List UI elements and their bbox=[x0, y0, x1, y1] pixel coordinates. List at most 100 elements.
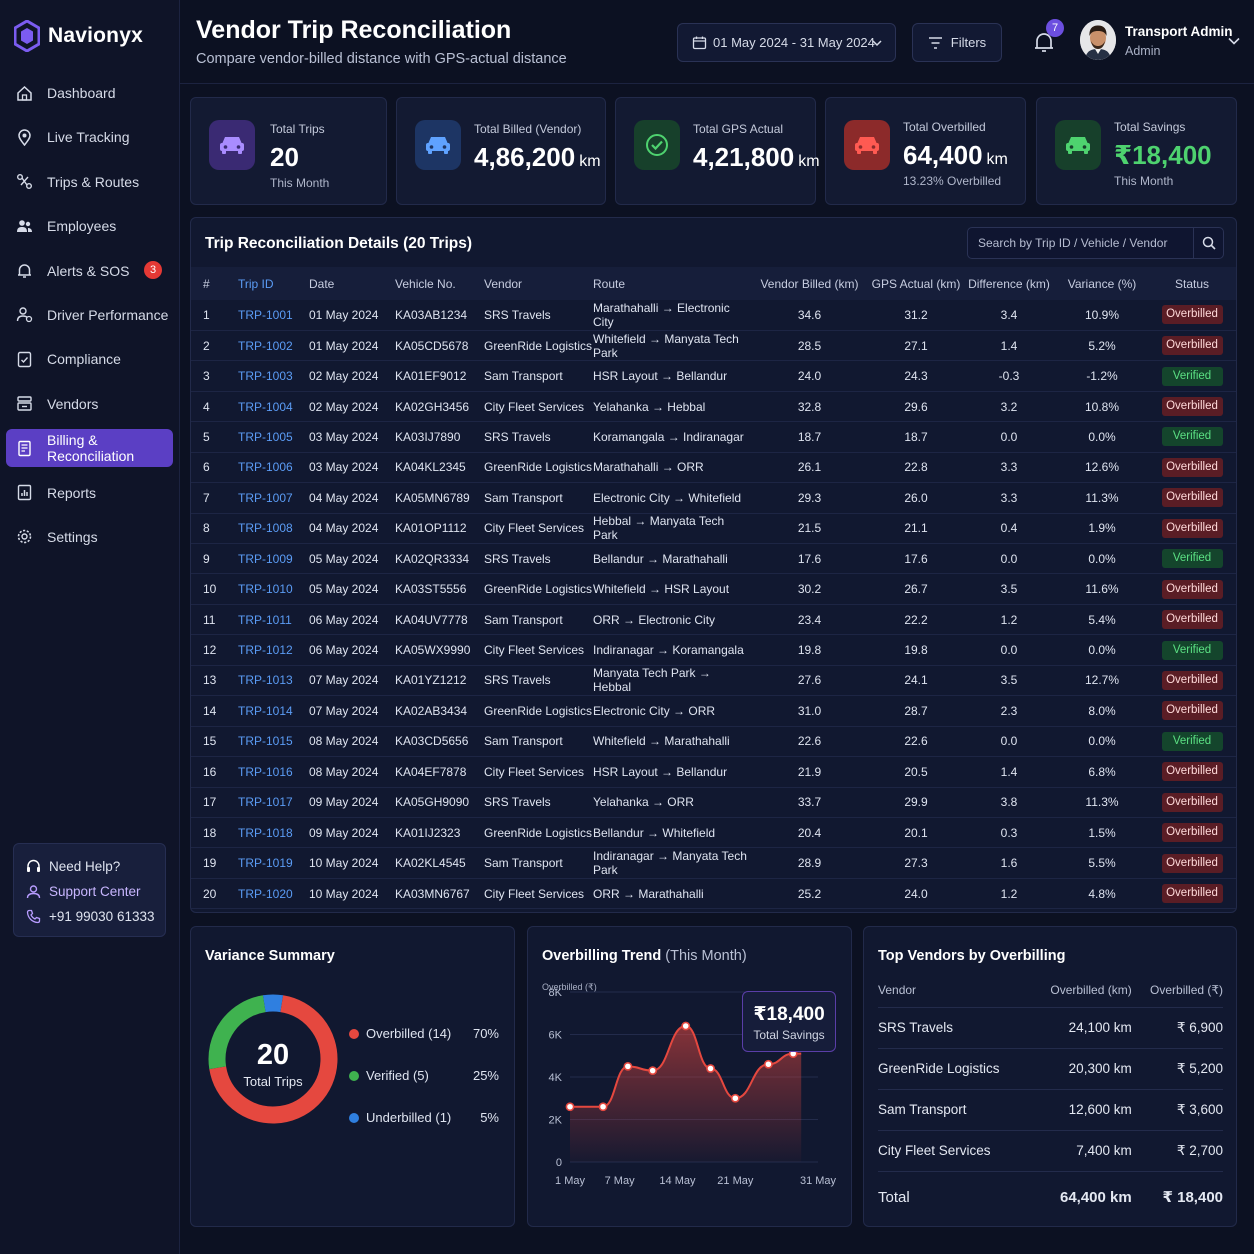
trip-date: 04 May 2024 bbox=[309, 513, 395, 545]
sidebar-item-billing-reconciliation[interactable]: Billing & Reconciliation bbox=[6, 429, 173, 468]
table-row[interactable]: 14 TRP-1014 07 May 2024 KA02AB3434 GreenRide… bbox=[191, 695, 1236, 727]
donut-segment-overbilled[interactable] bbox=[209, 995, 338, 1124]
table-row[interactable]: 8 TRP-1008 04 May 2024 KA01OP1112 City Fleet… bbox=[191, 513, 1236, 545]
table-row[interactable]: 20 TRP-1020 10 May 2024 KA03MN6767 City Flee… bbox=[191, 878, 1236, 910]
trip-date: 09 May 2024 bbox=[309, 787, 395, 818]
chevron-down-icon[interactable] bbox=[1227, 35, 1241, 47]
help-phone-row[interactable]: +91 99030 61333 bbox=[26, 904, 165, 929]
table-row[interactable]: 17 TRP-1017 09 May 2024 KA05GH9090 SRS Trave… bbox=[191, 787, 1236, 818]
sidebar-item-reports[interactable]: Reports bbox=[6, 474, 173, 512]
row-number: 6 bbox=[191, 452, 238, 484]
column-header[interactable]: Trip ID bbox=[238, 267, 309, 300]
sidebar-item-employees[interactable]: Employees bbox=[6, 207, 173, 245]
table-row[interactable]: 13 TRP-1013 07 May 2024 KA01YZ1212 SRS Trave… bbox=[191, 665, 1236, 697]
table-row[interactable]: 10 TRP-1010 05 May 2024 KA03ST5556 GreenRide… bbox=[191, 573, 1236, 605]
trip-id-link[interactable]: TRP-1001 bbox=[238, 300, 309, 331]
brand[interactable]: Navionyx bbox=[14, 20, 143, 52]
card-value-number: 4,86,200 bbox=[474, 142, 576, 172]
vendor-billed-km: 30.2 bbox=[747, 573, 862, 605]
trip-id-link[interactable]: TRP-1010 bbox=[238, 573, 309, 605]
column-header[interactable]: Difference (km) bbox=[962, 267, 1056, 300]
gear-icon bbox=[17, 530, 32, 544]
vendor-row[interactable]: GreenRide Logistics 20,300 km ₹ 5,200 bbox=[878, 1048, 1223, 1090]
trip-id-link[interactable]: TRP-1006 bbox=[238, 452, 309, 484]
trip-id-link[interactable]: TRP-1016 bbox=[238, 756, 309, 788]
table-row[interactable]: 3 TRP-1003 02 May 2024 KA01EF9012 Sam Transp… bbox=[191, 360, 1236, 392]
trip-id-link[interactable]: TRP-1004 bbox=[238, 391, 309, 423]
help-title: Need Help? bbox=[49, 859, 121, 874]
vendor-billed-km: 21.5 bbox=[747, 513, 862, 545]
table-row[interactable]: 1 TRP-1001 01 May 2024 KA03AB1234 SRS Travel… bbox=[191, 300, 1236, 331]
notification-bell-icon[interactable] bbox=[1032, 30, 1056, 54]
column-header[interactable]: Date bbox=[309, 267, 395, 300]
phone-icon bbox=[26, 909, 41, 924]
search-input[interactable] bbox=[968, 228, 1193, 258]
column-header[interactable]: Status bbox=[1148, 267, 1236, 300]
support-center-link[interactable]: Support Center bbox=[26, 879, 165, 904]
trip-id-link[interactable]: TRP-1019 bbox=[238, 847, 309, 879]
table-row[interactable]: 6 TRP-1006 03 May 2024 KA04KL2345 GreenRide … bbox=[191, 452, 1236, 484]
table-row[interactable]: 5 TRP-1005 03 May 2024 KA03IJ7890 SRS Travel… bbox=[191, 421, 1236, 453]
trips-table: # Trip ID Date Vehicle No. Vendor Route Vendor… bbox=[191, 267, 1236, 910]
variance-pct: 0.0% bbox=[1056, 634, 1148, 666]
trip-id-link[interactable]: TRP-1012 bbox=[238, 634, 309, 666]
trip-id-link[interactable]: TRP-1013 bbox=[238, 665, 309, 697]
table-row[interactable]: 16 TRP-1016 08 May 2024 KA04EF7878 City Flee… bbox=[191, 756, 1236, 788]
sidebar-item-live-tracking[interactable]: Live Tracking bbox=[6, 118, 173, 156]
difference-km: 3.4 bbox=[962, 300, 1056, 331]
legend-dot bbox=[349, 1028, 359, 1039]
column-header[interactable]: Vendor Billed (km) bbox=[747, 267, 862, 300]
trip-id-link[interactable]: TRP-1011 bbox=[238, 604, 309, 636]
variance-pct: 1.9% bbox=[1056, 513, 1148, 545]
table-row[interactable]: 7 TRP-1007 04 May 2024 KA05MN6789 Sam Transp… bbox=[191, 482, 1236, 514]
column-header[interactable]: # bbox=[191, 267, 238, 300]
donut-segment-verified[interactable] bbox=[208, 995, 266, 1070]
table-row[interactable]: 18 TRP-1018 09 May 2024 KA01IJ2323 GreenRide… bbox=[191, 817, 1236, 849]
table-row[interactable]: 11 TRP-1011 06 May 2024 KA04UV7778 Sam Trans… bbox=[191, 604, 1236, 636]
search-button[interactable] bbox=[1193, 228, 1223, 258]
trip-id-link[interactable]: TRP-1007 bbox=[238, 482, 309, 514]
sidebar-item-alerts-sos[interactable]: Alerts & SOS 3 bbox=[6, 252, 173, 290]
row-number: 7 bbox=[191, 482, 238, 514]
table-row[interactable]: 4 TRP-1004 02 May 2024 KA02GH3456 City Fleet… bbox=[191, 391, 1236, 423]
trip-id-link[interactable]: TRP-1015 bbox=[238, 726, 309, 758]
filters-button[interactable]: Filters bbox=[912, 23, 1002, 62]
trip-id-link[interactable]: TRP-1020 bbox=[238, 878, 309, 910]
trip-id-link[interactable]: TRP-1005 bbox=[238, 421, 309, 453]
trip-date: 03 May 2024 bbox=[309, 452, 395, 484]
column-header[interactable]: Vendor bbox=[484, 267, 593, 300]
status-cell: Overbilled bbox=[1148, 391, 1236, 423]
table-row[interactable]: 12 TRP-1012 06 May 2024 KA05WX9990 City Flee… bbox=[191, 634, 1236, 666]
sidebar-item-label: Alerts & SOS bbox=[47, 262, 130, 279]
avatar[interactable] bbox=[1080, 20, 1116, 60]
sidebar-item-settings[interactable]: Settings bbox=[6, 518, 173, 556]
trip-id-link[interactable]: TRP-1014 bbox=[238, 695, 309, 727]
trip-id-link[interactable]: TRP-1018 bbox=[238, 817, 309, 849]
trip-id-link[interactable]: TRP-1009 bbox=[238, 543, 309, 575]
sidebar-item-vendors[interactable]: Vendors bbox=[6, 385, 173, 423]
column-header[interactable]: Route bbox=[593, 267, 747, 300]
table-row[interactable]: 15 TRP-1015 08 May 2024 KA03CD5656 Sam Trans… bbox=[191, 726, 1236, 758]
sidebar-item-trips-routes[interactable]: Trips & Routes bbox=[6, 163, 173, 201]
table-row[interactable]: 2 TRP-1002 01 May 2024 KA05CD5678 GreenRide … bbox=[191, 330, 1236, 362]
x-tick-label: 1 May bbox=[555, 1175, 585, 1187]
sidebar-item-driver-performance[interactable]: Driver Performance bbox=[6, 296, 173, 334]
vendor-row[interactable]: Sam Transport 12,600 km ₹ 3,600 bbox=[878, 1089, 1223, 1131]
vendor-row[interactable]: City Fleet Services 7,400 km ₹ 2,700 bbox=[878, 1130, 1223, 1172]
sidebar-item-compliance[interactable]: Compliance bbox=[6, 340, 173, 378]
trip-id-link[interactable]: TRP-1017 bbox=[238, 787, 309, 818]
vendor-overbilled-km: 20,300 km bbox=[1030, 1048, 1132, 1090]
trip-id-link[interactable]: TRP-1008 bbox=[238, 513, 309, 545]
donut-segment-underbilled[interactable] bbox=[262, 994, 284, 1013]
column-header[interactable]: Vehicle No. bbox=[395, 267, 484, 300]
column-header[interactable]: Variance (%) bbox=[1056, 267, 1148, 300]
date-range-picker[interactable]: 01 May 2024 - 31 May 2024 bbox=[677, 23, 896, 62]
trip-id-link[interactable]: TRP-1002 bbox=[238, 330, 309, 362]
vendor-row[interactable]: SRS Travels 24,100 km ₹ 6,900 bbox=[878, 1007, 1223, 1049]
sidebar-item-dashboard[interactable]: Dashboard bbox=[6, 74, 173, 112]
column-header[interactable]: GPS Actual (km) bbox=[862, 267, 962, 300]
vendor-overbilled-km: 12,600 km bbox=[1030, 1089, 1132, 1131]
table-row[interactable]: 9 TRP-1009 05 May 2024 KA02QR3334 SRS Travel… bbox=[191, 543, 1236, 575]
table-row[interactable]: 19 TRP-1019 10 May 2024 KA02KL4545 Sam Trans… bbox=[191, 847, 1236, 879]
trip-id-link[interactable]: TRP-1003 bbox=[238, 360, 309, 392]
